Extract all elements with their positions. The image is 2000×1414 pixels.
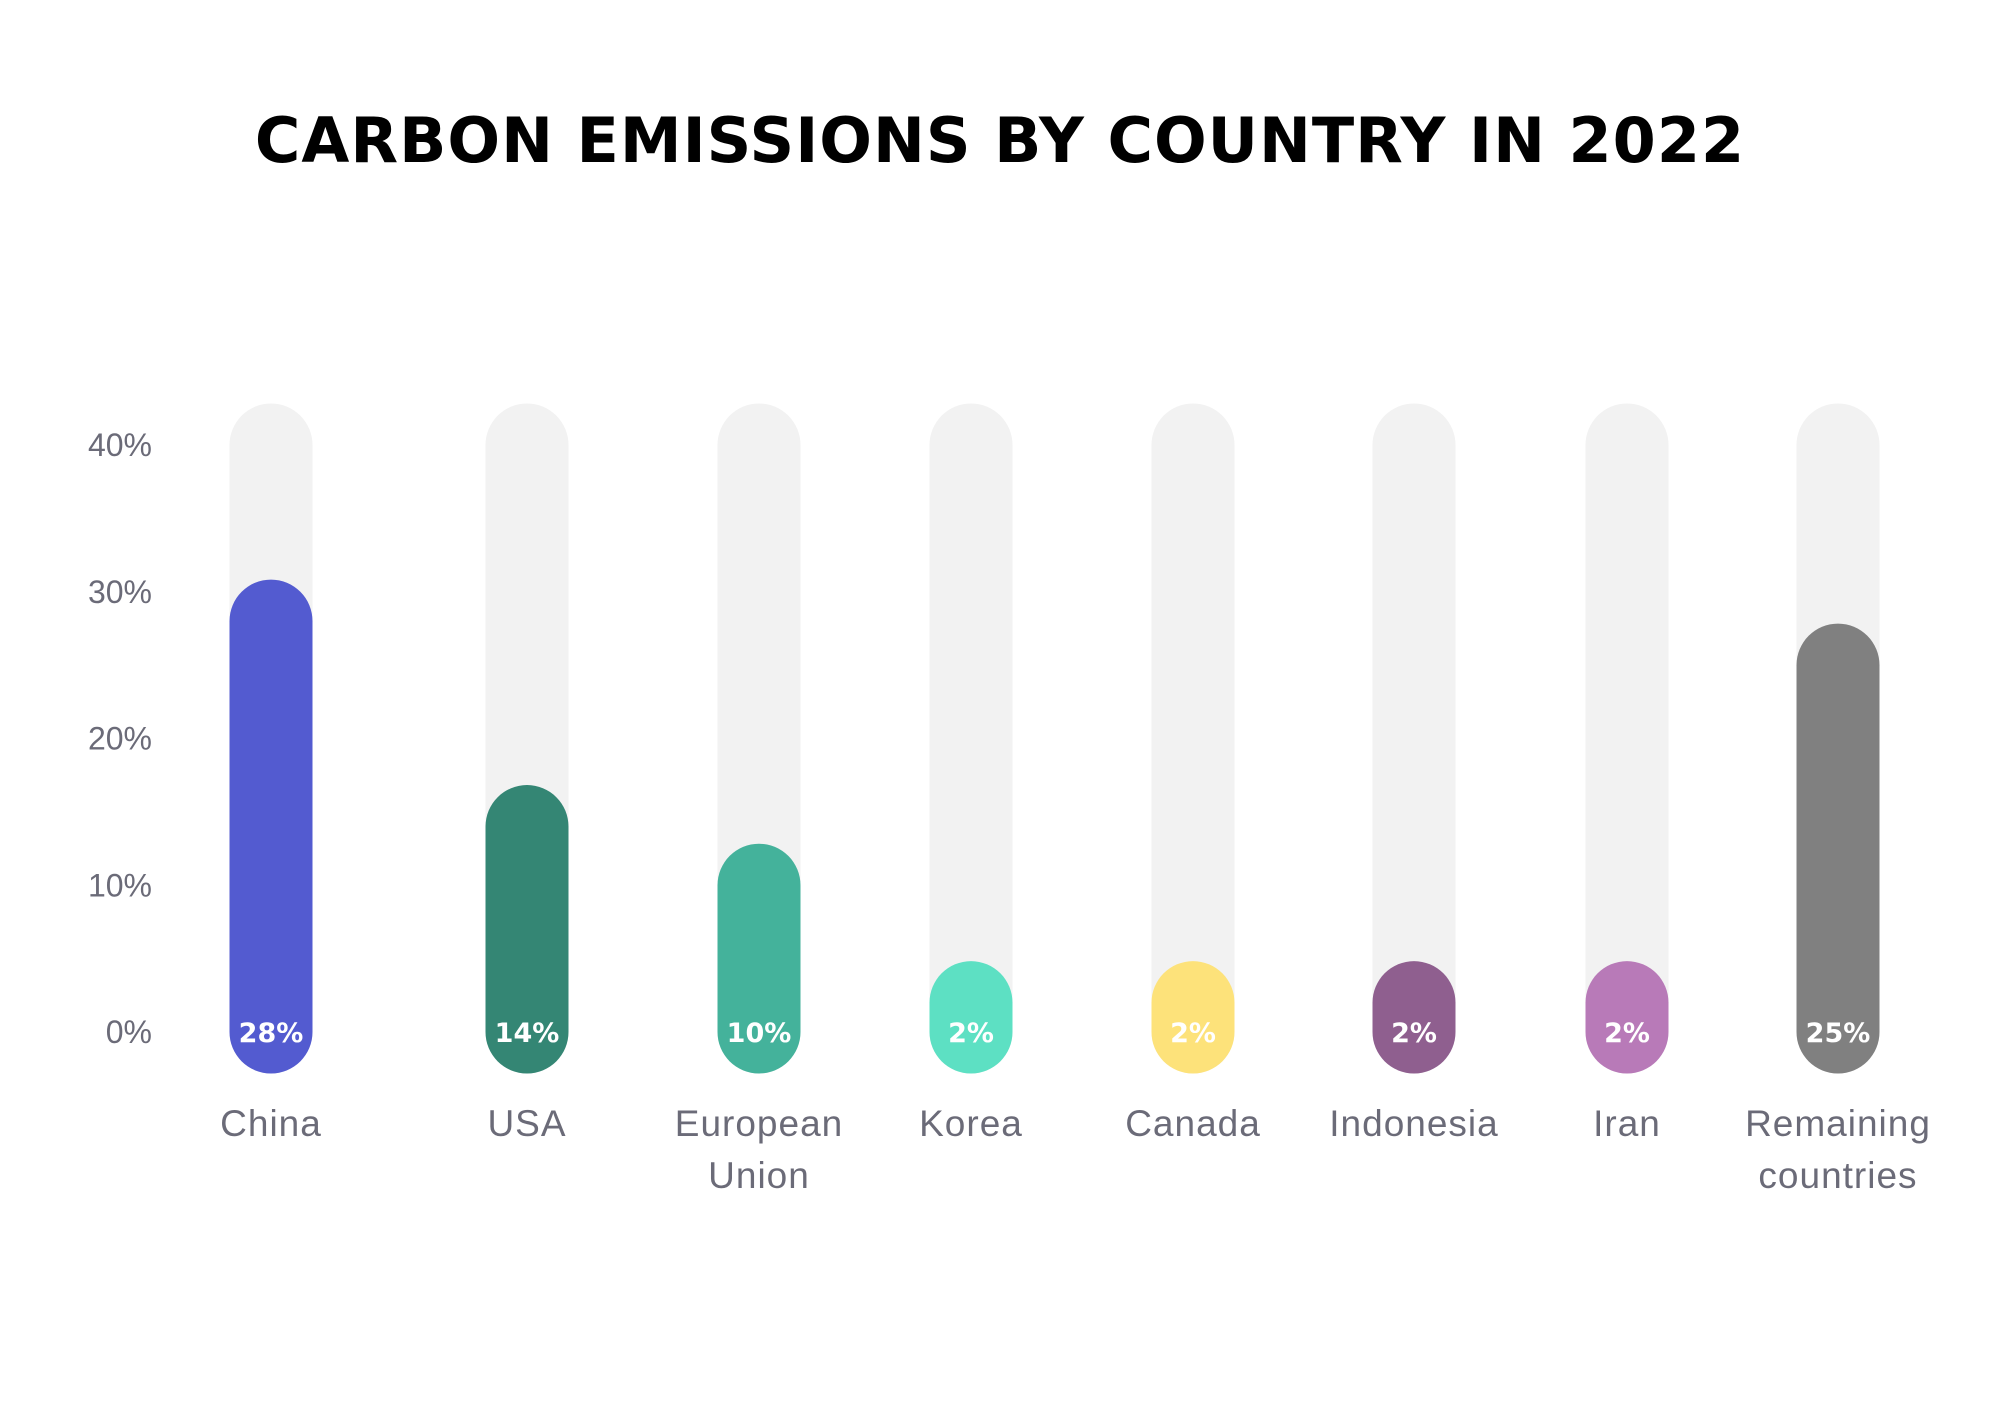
bar-value-label: 14% xyxy=(495,1018,560,1049)
bar-track xyxy=(1585,403,1669,1074)
bar xyxy=(1796,623,1880,1074)
bar xyxy=(1585,961,1669,1074)
x-axis: China USA European Union Korea Canada Indonesi… xyxy=(220,1103,1931,1196)
x-tick-label: European xyxy=(675,1103,843,1144)
x-tick-label: Canada xyxy=(1125,1103,1261,1144)
x-tick-label: Remaining xyxy=(1745,1103,1931,1144)
bar-value-label: 2% xyxy=(1391,1018,1437,1049)
bar-track xyxy=(929,403,1013,1074)
bar xyxy=(717,843,801,1074)
chart-title: CARBON EMISSIONS BY COUNTRY IN 2022 xyxy=(255,104,1745,177)
bar xyxy=(485,785,569,1074)
bar-value-label: 28% xyxy=(239,1018,304,1049)
bar-track xyxy=(1151,403,1235,1074)
y-tick-label: 0% xyxy=(106,1014,152,1050)
x-tick-label: Indonesia xyxy=(1329,1103,1498,1144)
bar xyxy=(1151,961,1235,1074)
x-tick-label: countries xyxy=(1758,1155,1917,1196)
y-tick-label: 20% xyxy=(88,721,152,757)
bar xyxy=(1372,961,1456,1074)
y-tick-label: 30% xyxy=(88,574,152,610)
bar xyxy=(929,961,1013,1074)
y-tick-label: 10% xyxy=(88,867,152,903)
x-tick-label: Union xyxy=(708,1155,810,1196)
x-tick-label: Iran xyxy=(1593,1103,1661,1144)
y-axis: 0% 10% 20% 30% 40% xyxy=(88,427,152,1050)
bars: 28% 14% 10% 2% 2% 2% 2% 25% xyxy=(229,403,1880,1074)
bar-value-label: 25% xyxy=(1806,1018,1871,1049)
bar-value-label: 2% xyxy=(1170,1018,1216,1049)
bar-track xyxy=(1372,403,1456,1074)
x-tick-label: Korea xyxy=(919,1103,1023,1144)
bar xyxy=(229,579,313,1074)
x-tick-label: China xyxy=(220,1103,322,1144)
bar-value-label: 2% xyxy=(948,1018,994,1049)
y-tick-label: 40% xyxy=(88,427,152,463)
x-tick-label: USA xyxy=(487,1103,566,1144)
bar-value-label: 10% xyxy=(727,1018,792,1049)
bar-value-label: 2% xyxy=(1604,1018,1650,1049)
